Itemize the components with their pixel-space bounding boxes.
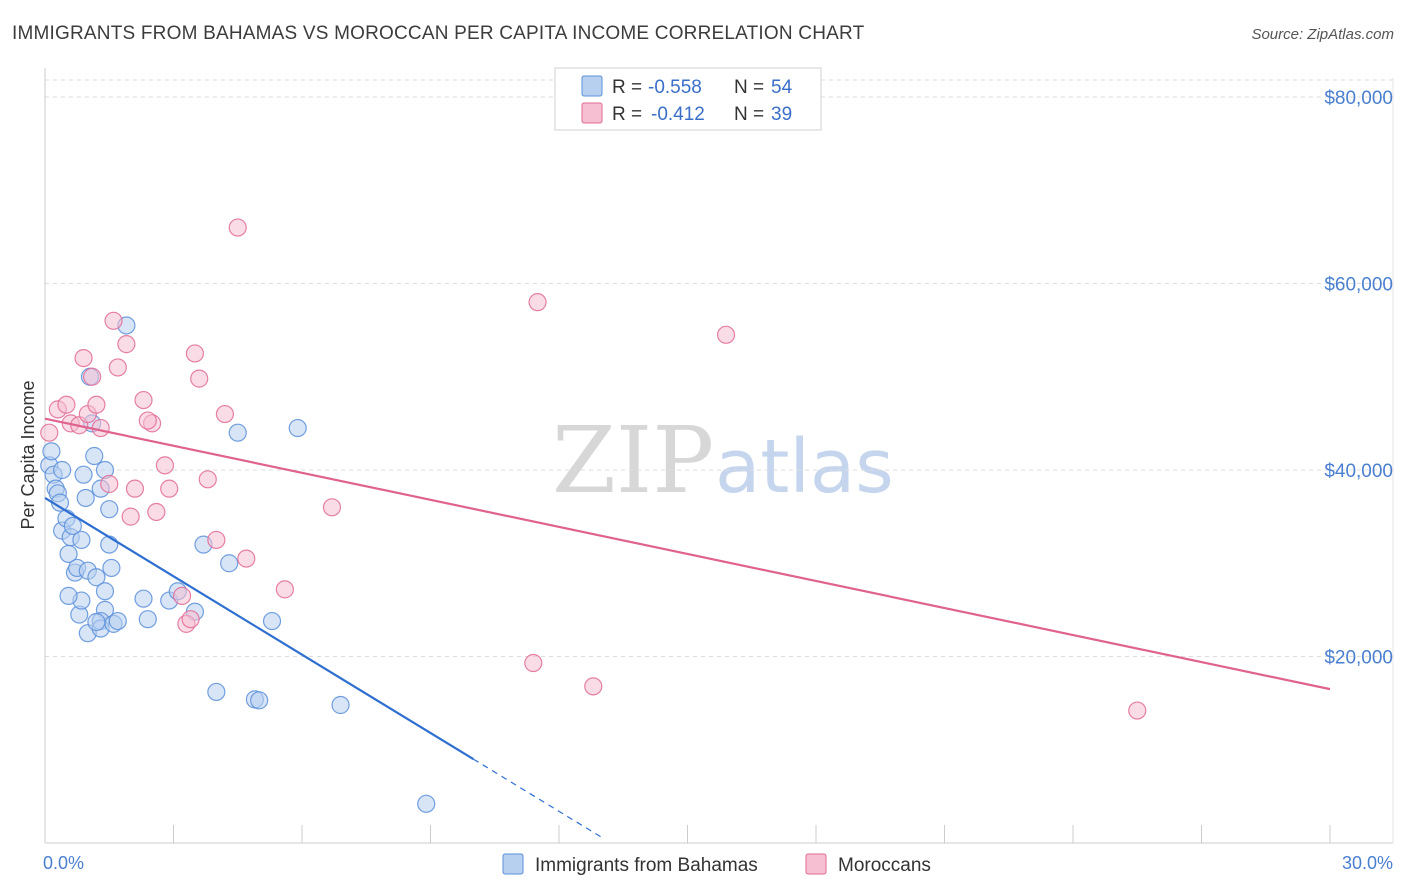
data-point (228, 218, 247, 237)
data-point (104, 311, 123, 330)
data-point (59, 586, 78, 605)
data-point (95, 582, 115, 601)
trend-lines (44, 417, 1331, 838)
data-point (147, 502, 166, 522)
data-point (42, 442, 61, 461)
data-point (584, 677, 603, 696)
data-point (108, 611, 127, 631)
x-tick-label-max: 30.0% (1342, 853, 1393, 873)
data-point (83, 367, 102, 386)
data-point (125, 479, 145, 498)
data-point (250, 691, 269, 710)
data-point (74, 465, 93, 484)
data-point (100, 474, 119, 494)
stats-legend-n-label-moroccans: N = (734, 104, 764, 125)
data-point (528, 293, 547, 312)
data-point (155, 456, 175, 475)
data-point (237, 549, 256, 568)
data-point (117, 335, 136, 354)
trend-line-bahamas-extrapolated (473, 758, 603, 838)
data-point (134, 390, 153, 410)
data-point (138, 411, 157, 430)
watermark: ZIP atlas (552, 407, 894, 514)
data-point (322, 498, 342, 517)
stats-legend-n-bahamas: 54 (771, 77, 793, 98)
y-axis-label: Per Capita Income (18, 380, 38, 529)
data-point (63, 516, 82, 536)
stats-legend-r-label-bahamas: R = (612, 77, 642, 98)
y-tick-label: $80,000 (1324, 88, 1393, 109)
data-point (288, 418, 307, 438)
data-point (228, 423, 247, 442)
data-point (108, 358, 127, 377)
data-point (100, 535, 119, 554)
data-point (102, 558, 121, 578)
gridlines (45, 79, 1393, 657)
legend-swatch-bahamas (502, 853, 524, 875)
data-point (417, 794, 436, 813)
watermark-zip: ZIP (552, 407, 714, 514)
stats-legend-n-label-bahamas: N = (734, 77, 764, 98)
data-point (57, 395, 76, 414)
legend-label-moroccans: Moroccans (838, 855, 931, 876)
stats-legend-r-bahamas: -0.558 (648, 77, 702, 98)
trend-line-bahamas (44, 497, 474, 761)
data-point (207, 530, 226, 550)
stats-legend-r-moroccans: -0.412 (651, 104, 705, 125)
data-point (524, 653, 543, 673)
x-tick-labels: 0.0% 30.0% (43, 853, 1393, 873)
data-point (220, 554, 239, 573)
data-point (53, 460, 72, 480)
data-point (1128, 701, 1147, 720)
stats-legend-swatch-moroccans (581, 102, 603, 124)
data-point (91, 418, 110, 438)
data-point (87, 568, 106, 587)
y-tick-labels: $20,000 $40,000 $60,000 $80,000 (1324, 88, 1393, 669)
data-point (100, 500, 119, 519)
data-point (331, 695, 350, 715)
data-point (121, 507, 140, 526)
data-point (172, 586, 192, 605)
data-point (198, 470, 217, 489)
data-point (87, 395, 106, 414)
y-tick-label: $20,000 (1324, 648, 1393, 669)
y-tick-label: $40,000 (1324, 461, 1393, 482)
data-point (40, 423, 59, 442)
y-tick-label: $60,000 (1324, 275, 1393, 296)
data-point (85, 446, 104, 466)
data-point (185, 344, 205, 363)
legend-swatch-moroccans (805, 853, 827, 875)
data-point (134, 589, 153, 608)
data-point (72, 530, 91, 550)
chart-source: Source: ZipAtlas.com (1251, 26, 1394, 43)
data-point (716, 325, 736, 344)
x-tick-label-min: 0.0% (43, 853, 84, 873)
data-point (74, 349, 93, 368)
legend-label-bahamas: Immigrants from Bahamas (535, 855, 758, 876)
series-bahamas-points (40, 316, 436, 813)
data-point (87, 612, 106, 632)
data-point (181, 610, 200, 629)
stats-legend: R = -0.558 N = 54 R = -0.412 N = 39 (554, 67, 822, 131)
data-point (160, 479, 179, 498)
bottom-legend: Immigrants from Bahamas Moroccans (502, 853, 931, 876)
data-point (275, 580, 294, 599)
data-point (190, 369, 209, 388)
data-point (207, 682, 226, 702)
data-point (215, 404, 234, 424)
chart-title: IMMIGRANTS FROM BAHAMAS VS MOROCCAN PER … (12, 23, 865, 44)
stats-legend-r-label-moroccans: R = (612, 104, 642, 125)
data-point (138, 610, 157, 629)
series-moroccans-points (40, 218, 1147, 720)
stats-legend-swatch-bahamas (581, 75, 603, 97)
data-point (76, 488, 95, 508)
data-point (262, 611, 282, 631)
trend-line-moroccans (44, 417, 1331, 691)
watermark-atlas: atlas (715, 424, 894, 510)
stats-legend-n-moroccans: 39 (771, 104, 792, 125)
